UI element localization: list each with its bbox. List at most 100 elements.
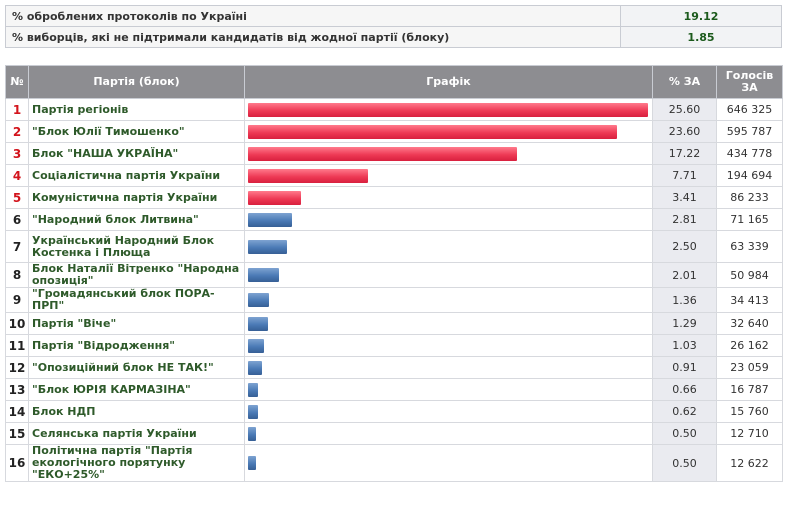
header-pct: % ЗА: [652, 65, 717, 99]
party-name[interactable]: "Громадянський блок ПОРА-ПРП": [28, 287, 245, 313]
votes-value: 12 710: [716, 422, 783, 445]
party-name[interactable]: Партія регіонів: [28, 98, 245, 121]
header-num: №: [5, 65, 29, 99]
votes-value: 16 787: [716, 378, 783, 401]
party-name[interactable]: Селянська партія України: [28, 422, 245, 445]
row-number: 11: [5, 334, 29, 357]
row-number: 13: [5, 378, 29, 401]
header-chart: Графік: [244, 65, 653, 99]
chart-cell: [244, 208, 653, 231]
percent-value: 1.29: [652, 312, 717, 335]
votes-value: 71 165: [716, 208, 783, 231]
percent-value: 0.50: [652, 422, 717, 445]
percent-value: 7.71: [652, 164, 717, 187]
party-name[interactable]: Український Народний Блок Костенка і Плю…: [28, 230, 245, 263]
chart-cell: [244, 230, 653, 263]
row-number: 5: [5, 186, 29, 209]
table-row: 6 "Народний блок Литвина" 2.81 71 165: [5, 208, 783, 231]
row-number: 15: [5, 422, 29, 445]
share-bar: [248, 360, 262, 375]
share-bar: [248, 146, 517, 161]
row-number: 16: [5, 444, 29, 482]
share-bar: [248, 404, 258, 419]
percent-value: 25.60: [652, 98, 717, 121]
table-row: 8 Блок Наталії Вітренко "Народна опозиція…: [5, 262, 783, 288]
share-bar: [248, 293, 269, 307]
party-name[interactable]: Соціалістична партія України: [28, 164, 245, 187]
row-number: 6: [5, 208, 29, 231]
table-row: 3 Блок "НАША УКРАЇНА" 17.22 434 778: [5, 142, 783, 165]
chart-cell: [244, 400, 653, 423]
percent-value: 1.03: [652, 334, 717, 357]
party-name[interactable]: "Народний блок Литвина": [28, 208, 245, 231]
table-row: 13 "Блок ЮРІЯ КАРМАЗІНА" 0.66 16 787: [5, 378, 783, 401]
percent-value: 0.50: [652, 444, 717, 482]
row-number: 2: [5, 120, 29, 143]
chart-cell: [244, 444, 653, 482]
votes-value: 26 162: [716, 334, 783, 357]
share-bar: [248, 426, 256, 441]
chart-cell: [244, 287, 653, 313]
votes-value: 34 413: [716, 287, 783, 313]
summary-table: % оброблених протоколів по Україні 19.12…: [5, 5, 782, 48]
share-bar: [248, 338, 264, 353]
share-bar: [248, 212, 292, 227]
table-row: 5 Комуністична партія України 3.41 86 233: [5, 186, 783, 209]
summary-row: % оброблених протоколів по Україні 19.12: [5, 5, 782, 27]
share-bar: [248, 168, 368, 183]
party-name[interactable]: Блок Наталії Вітренко "Народна опозиція": [28, 262, 245, 288]
share-bar: [248, 382, 258, 397]
row-number: 12: [5, 356, 29, 379]
party-name[interactable]: "Блок ЮРІЯ КАРМАЗІНА": [28, 378, 245, 401]
percent-value: 23.60: [652, 120, 717, 143]
summary-label: % оброблених протоколів по Україні: [5, 5, 621, 27]
chart-cell: [244, 262, 653, 288]
table-row: 1 Партія регіонів 25.60 646 325: [5, 98, 783, 121]
percent-value: 2.50: [652, 230, 717, 263]
percent-value: 0.62: [652, 400, 717, 423]
row-number: 14: [5, 400, 29, 423]
table-row: 2 "Блок Юлії Тимошенко" 23.60 595 787: [5, 120, 783, 143]
chart-cell: [244, 334, 653, 357]
table-row: 15 Селянська партія України 0.50 12 710: [5, 422, 783, 445]
chart-cell: [244, 422, 653, 445]
percent-value: 3.41: [652, 186, 717, 209]
row-number: 1: [5, 98, 29, 121]
row-number: 10: [5, 312, 29, 335]
party-name[interactable]: Партія "Відродження": [28, 334, 245, 357]
party-name[interactable]: Партія "Віче": [28, 312, 245, 335]
table-row: 11 Партія "Відродження" 1.03 26 162: [5, 334, 783, 357]
summary-row: % виборців, які не підтримали кандидатів…: [5, 26, 782, 48]
party-name[interactable]: "Опозиційний блок НЕ ТАК!": [28, 356, 245, 379]
table-row: 16 Політична партія "Партія екологічного …: [5, 444, 783, 482]
row-number: 9: [5, 287, 29, 313]
chart-cell: [244, 120, 653, 143]
summary-value: 1.85: [620, 26, 782, 48]
party-name[interactable]: Блок НДП: [28, 400, 245, 423]
row-number: 7: [5, 230, 29, 263]
votes-value: 23 059: [716, 356, 783, 379]
percent-value: 2.81: [652, 208, 717, 231]
table-row: 10 Партія "Віче" 1.29 32 640: [5, 312, 783, 335]
votes-value: 86 233: [716, 186, 783, 209]
share-bar: [248, 268, 279, 282]
share-bar: [248, 239, 287, 254]
chart-cell: [244, 378, 653, 401]
party-name[interactable]: Політична партія "Партія екологічного по…: [28, 444, 245, 482]
results-table: № Партія (блок) Графік % ЗА Голосів ЗА 1…: [5, 65, 783, 482]
party-name[interactable]: "Блок Юлії Тимошенко": [28, 120, 245, 143]
table-row: 12 "Опозиційний блок НЕ ТАК!" 0.91 23 059: [5, 356, 783, 379]
share-bar: [248, 102, 648, 117]
party-name[interactable]: Комуністична партія України: [28, 186, 245, 209]
votes-value: 434 778: [716, 142, 783, 165]
percent-value: 1.36: [652, 287, 717, 313]
table-row: 7 Український Народний Блок Костенка і Пл…: [5, 230, 783, 263]
percent-value: 0.91: [652, 356, 717, 379]
header-party: Партія (блок): [28, 65, 245, 99]
party-name[interactable]: Блок "НАША УКРАЇНА": [28, 142, 245, 165]
share-bar: [248, 456, 256, 470]
summary-value: 19.12: [620, 5, 782, 27]
chart-cell: [244, 164, 653, 187]
chart-cell: [244, 312, 653, 335]
chart-cell: [244, 98, 653, 121]
